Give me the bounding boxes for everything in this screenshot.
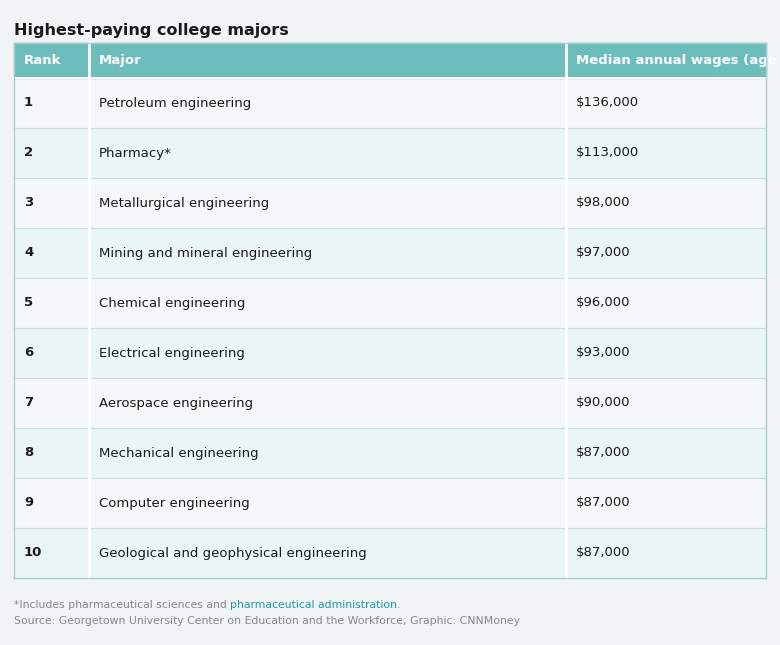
Text: Metallurgical engineering: Metallurgical engineering [99, 197, 269, 210]
Text: $90,000: $90,000 [576, 397, 630, 410]
Bar [14, 428, 766, 478]
Text: $87,000: $87,000 [576, 497, 630, 510]
Text: $98,000: $98,000 [576, 197, 630, 210]
Text: 7: 7 [24, 397, 33, 410]
Bar [14, 278, 766, 328]
Text: $87,000: $87,000 [576, 446, 630, 459]
Bar [14, 378, 766, 428]
Bar [14, 128, 766, 178]
Bar [14, 478, 766, 528]
Text: 3: 3 [24, 197, 34, 210]
Text: 2: 2 [24, 146, 33, 159]
Text: Petroleum engineering: Petroleum engineering [99, 97, 251, 110]
Text: Median annual wages (age 25-59): Median annual wages (age 25-59) [576, 54, 780, 67]
Text: $96,000: $96,000 [576, 297, 630, 310]
Text: 6: 6 [24, 346, 34, 359]
Text: Mechanical engineering: Mechanical engineering [99, 446, 259, 459]
Bar [14, 528, 766, 578]
Text: 5: 5 [24, 297, 33, 310]
Text: Computer engineering: Computer engineering [99, 497, 250, 510]
Text: 1: 1 [24, 97, 33, 110]
Text: Mining and mineral engineering: Mining and mineral engineering [99, 246, 312, 259]
Text: Electrical engineering: Electrical engineering [99, 346, 245, 359]
Text: $136,000: $136,000 [576, 97, 639, 110]
Text: 4: 4 [24, 246, 34, 259]
Text: Pharmacy*: Pharmacy* [99, 146, 172, 159]
Text: 9: 9 [24, 497, 33, 510]
Bar [14, 228, 766, 278]
Text: Source: Georgetown University Center on Education and the Workforce; Graphic: CN: Source: Georgetown University Center on … [14, 616, 520, 626]
Text: 10: 10 [24, 546, 42, 559]
Text: Aerospace engineering: Aerospace engineering [99, 397, 254, 410]
Text: Highest-paying college majors: Highest-paying college majors [14, 23, 289, 39]
Text: *Includes pharmaceutical sciences and: *Includes pharmaceutical sciences and [14, 600, 230, 610]
Text: $93,000: $93,000 [576, 346, 630, 359]
Bar [14, 78, 766, 128]
Text: Major: Major [99, 54, 142, 67]
Text: Geological and geophysical engineering: Geological and geophysical engineering [99, 546, 367, 559]
Bar [14, 328, 766, 378]
Text: 8: 8 [24, 446, 34, 459]
Text: $87,000: $87,000 [576, 546, 630, 559]
Text: .: . [397, 600, 401, 610]
Bar [14, 178, 766, 228]
Text: Rank: Rank [24, 54, 62, 67]
Text: $97,000: $97,000 [576, 246, 630, 259]
Text: Chemical engineering: Chemical engineering [99, 297, 246, 310]
Bar [14, 43, 766, 78]
Text: $113,000: $113,000 [576, 146, 640, 159]
Text: pharmaceutical administration: pharmaceutical administration [230, 600, 397, 610]
